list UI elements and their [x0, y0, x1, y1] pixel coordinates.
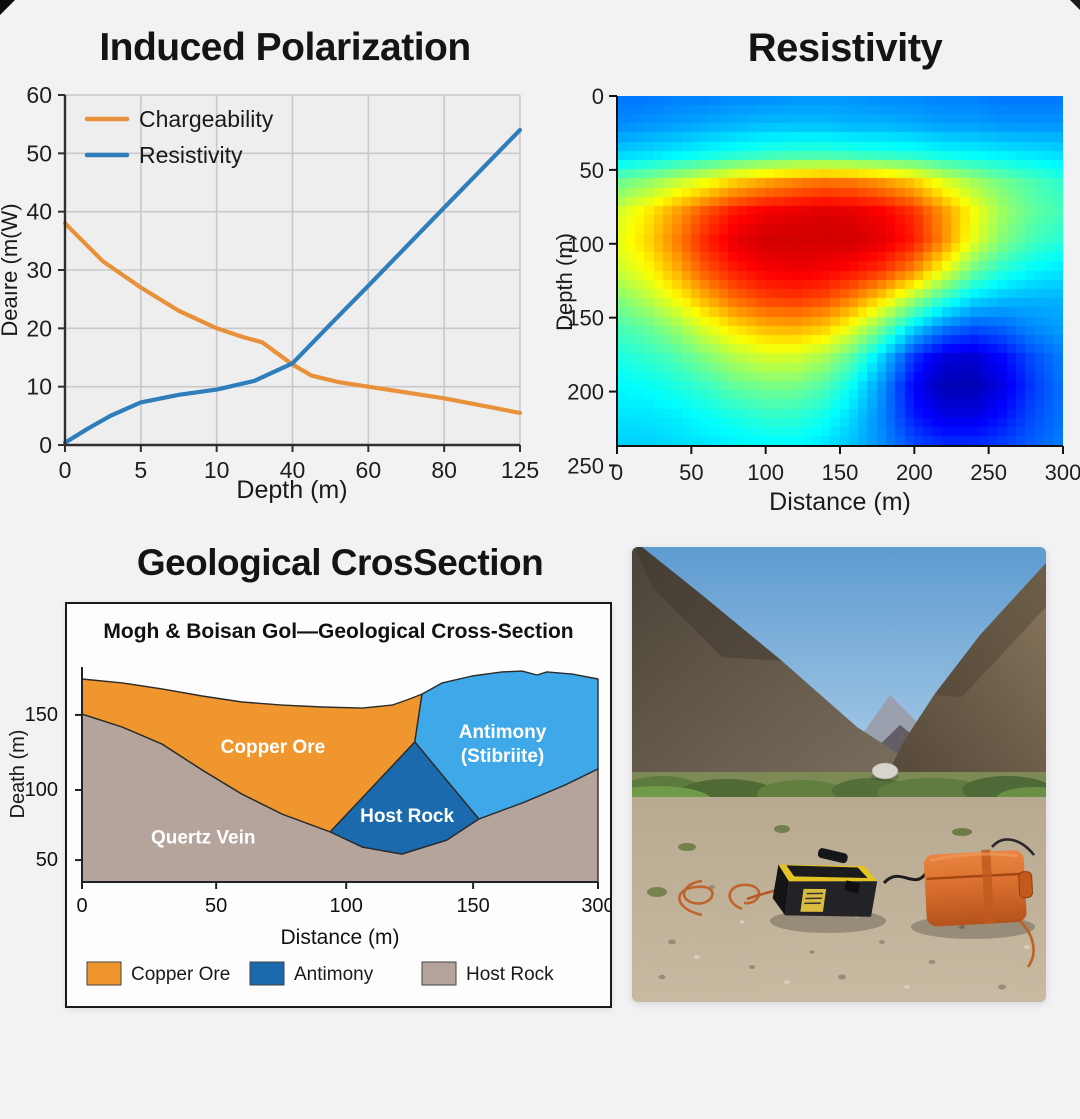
- ip-series-resistivity: [62, 127, 523, 445]
- geo-section-subtitle: Mogh & Boisan Gol—Geological Cross-Secti…: [103, 620, 574, 643]
- photo-left-mountain: [632, 547, 934, 789]
- geo-section-title: Geological CrosSection: [136, 542, 544, 583]
- geo-legend-label: Host Rock: [466, 964, 554, 985]
- geo-region-antimony-stibnite: [414, 670, 599, 820]
- svg-text:100: 100: [25, 779, 58, 801]
- photo-right-mountain: [887, 563, 1046, 775]
- svg-text:100: 100: [567, 232, 604, 257]
- geo-legend: Copper Ore Antimony Host Rock: [86, 961, 554, 986]
- svg-text:0: 0: [592, 86, 604, 109]
- photo-stones: [658, 885, 1006, 990]
- resistivity-heatmap: [617, 96, 1063, 446]
- svg-text:30: 30: [26, 257, 52, 283]
- svg-text:100: 100: [330, 895, 363, 917]
- svg-text:200: 200: [567, 380, 604, 405]
- photo-instrument: [772, 848, 878, 917]
- photo-stones-light: [694, 915, 1030, 989]
- geo-y-axis-label: Death (m): [7, 730, 29, 819]
- svg-text:5: 5: [134, 457, 147, 483]
- svg-text:200: 200: [896, 460, 933, 485]
- page-corner-mark-right: [1070, 0, 1080, 10]
- svg-text:60: 60: [356, 457, 382, 483]
- svg-text:150: 150: [25, 704, 58, 726]
- ip-chart-title: Induced Polarization: [99, 26, 471, 69]
- geo-region-label: Antimony: [459, 722, 547, 743]
- geo-region-host-rock-wedge: [329, 741, 480, 855]
- ip-x-axis-label: Depth (m): [236, 476, 347, 504]
- svg-text:10: 10: [26, 374, 52, 400]
- svg-text:0: 0: [611, 460, 623, 485]
- svg-text:150: 150: [567, 306, 604, 331]
- page-corner-mark-left: [0, 0, 15, 15]
- geo-region-label: Quertz Vein: [151, 827, 256, 848]
- geo-section-panel: Mogh & Boisan Gol—Geological Cross-Secti…: [65, 602, 612, 1008]
- photo-left-mountain-shade: [635, 547, 782, 661]
- svg-text:40: 40: [26, 199, 52, 225]
- svg-text:60: 60: [26, 86, 52, 108]
- geo-legend-label: Antimony: [294, 964, 374, 985]
- ip-legend-label: Chargeability: [139, 106, 274, 132]
- svg-text:20: 20: [26, 315, 52, 341]
- svg-text:0: 0: [76, 895, 87, 917]
- ip-y-axis-label: Deaıre (m(W): [0, 203, 22, 336]
- photo-right-mountain-shade: [934, 563, 1046, 697]
- geo-legend-swatch: [86, 961, 122, 986]
- geo-legend-swatch: [249, 961, 285, 986]
- svg-text:150: 150: [456, 895, 489, 917]
- svg-text:10: 10: [204, 457, 230, 483]
- svg-text:300: 300: [1045, 460, 1080, 485]
- svg-text:50: 50: [36, 849, 58, 871]
- svg-text:50: 50: [26, 140, 52, 166]
- resistivity-axes: 0 50 100 150 200 250 0 50 100 150 200 250 300 Distan…: [552, 86, 1080, 516]
- svg-text:50: 50: [679, 460, 703, 485]
- svg-text:80: 80: [431, 457, 457, 483]
- geo-x-axis-label: Distance (m): [280, 926, 399, 949]
- resistivity-y-axis-label: Depth (m): [552, 233, 577, 331]
- photo-black-cable: [882, 872, 928, 885]
- photo-white-rock: [871, 762, 899, 780]
- geo-legend-swatch: [421, 961, 457, 986]
- geo-legend-label: Copper Ore: [131, 964, 230, 985]
- svg-text:300: 300: [581, 895, 610, 917]
- geo-region-copper-ore: [81, 678, 423, 833]
- svg-text:250: 250: [970, 460, 1007, 485]
- svg-text:50: 50: [580, 158, 604, 183]
- geo-region-label: Host Rock: [360, 806, 454, 827]
- ip-legend-label: Resistivity: [139, 142, 243, 168]
- svg-text:150: 150: [822, 460, 859, 485]
- svg-text:0: 0: [39, 432, 52, 458]
- svg-text:125: 125: [501, 457, 539, 483]
- photo-orange-cable-loops: [678, 879, 761, 917]
- field-photo: [632, 547, 1046, 1002]
- svg-text:50: 50: [205, 895, 227, 917]
- geo-y-axis: 150 100 50 Death (m): [7, 704, 58, 871]
- ip-line-chart: 0 5 10 40 60 80 125 0 10 20 30 40 50 60 Chargeability R…: [0, 86, 539, 504]
- resistivity-chart-title: Resistivity: [747, 26, 943, 70]
- geo-region-label: (Stibriite): [461, 746, 544, 767]
- geo-region-label: Copper Ore: [221, 737, 326, 758]
- svg-text:40: 40: [280, 457, 306, 483]
- ip-series-chargeability: [62, 221, 523, 415]
- photo-orange-case: [923, 849, 1034, 927]
- svg-text:250: 250: [567, 453, 604, 478]
- svg-text:100: 100: [747, 460, 784, 485]
- resistivity-x-axis-label: Distance (m): [769, 488, 911, 516]
- geo-cross-section-diagram: Quertz Vein Copper Ore Antimony (Stibriite)…: [75, 667, 610, 986]
- svg-text:0: 0: [59, 457, 72, 483]
